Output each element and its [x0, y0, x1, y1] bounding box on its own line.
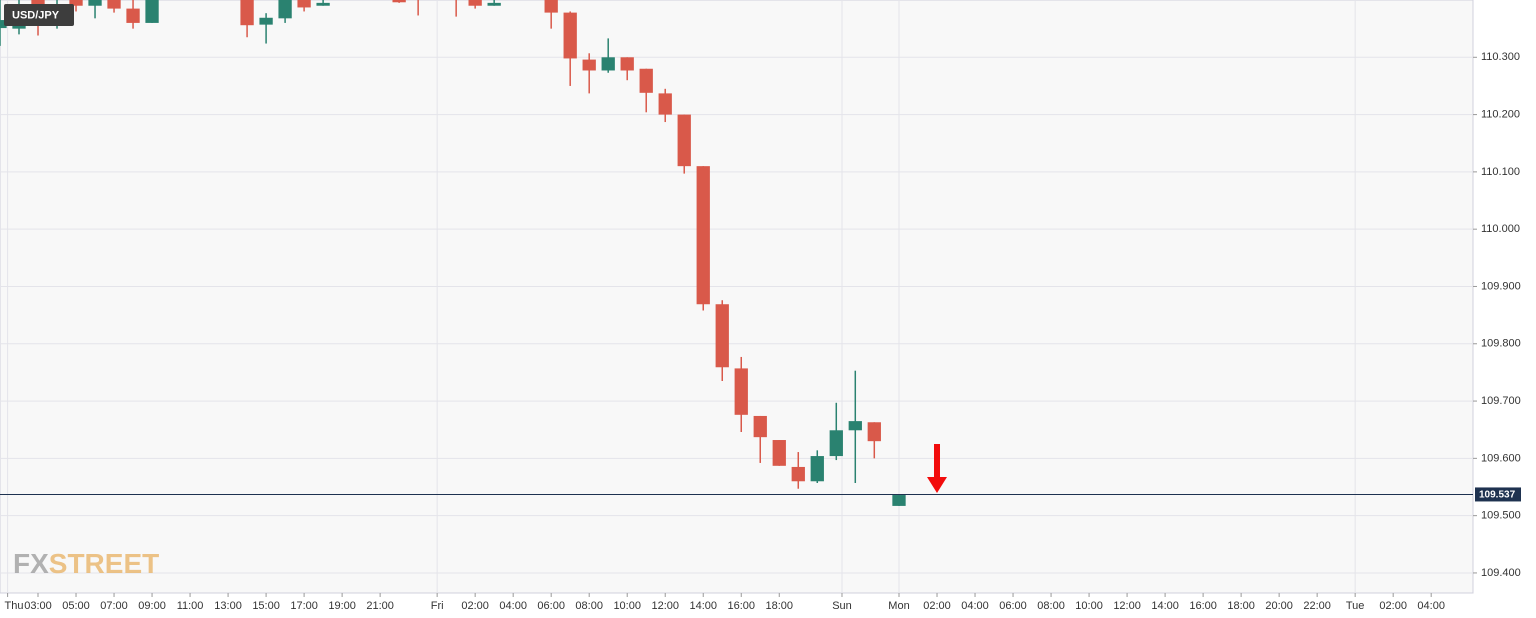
candle-body — [848, 421, 862, 431]
candle-body — [0, 20, 7, 29]
y-tick-label: 109.900 — [1481, 280, 1521, 292]
x-tick-label: 18:00 — [1227, 600, 1255, 612]
candle-body — [892, 495, 906, 506]
candle-body — [715, 304, 729, 368]
candle-body — [487, 2, 501, 6]
title-badge — [4, 4, 74, 26]
y-tick-label: 110.300 — [1481, 51, 1520, 63]
y-tick-label: 109.500 — [1481, 510, 1521, 522]
x-tick-label: 14:00 — [1151, 600, 1179, 612]
candle-body — [316, 2, 330, 6]
candle-body — [639, 68, 653, 93]
x-tick-label: 20:00 — [1265, 600, 1293, 612]
x-tick-label: 13:00 — [214, 600, 242, 612]
y-tick-label: 109.800 — [1481, 338, 1521, 350]
x-tick-label: 19:00 — [328, 600, 356, 612]
watermark-street: STREET — [49, 548, 159, 579]
candle-body — [772, 440, 786, 466]
arrow — [927, 444, 947, 493]
candle-body — [677, 114, 691, 167]
y-tick-label: 109.400 — [1481, 567, 1521, 579]
candle-body — [753, 415, 767, 438]
candle-body — [297, 0, 311, 8]
x-tick-label: 04:00 — [1417, 600, 1445, 612]
x-tick-label: 10:00 — [1075, 600, 1103, 612]
candle-body — [791, 466, 805, 482]
watermark-fx: FX — [13, 548, 49, 579]
x-tick-label: 02:00 — [1379, 600, 1407, 612]
watermark: FXSTREET — [13, 548, 159, 579]
y-tick-label: 110.100 — [1481, 166, 1520, 178]
candle-body — [563, 12, 577, 59]
candle-body — [88, 0, 102, 6]
x-tick-label: 16:00 — [727, 600, 755, 612]
x-tick-label: 04:00 — [961, 600, 989, 612]
x-tick-label: 11:00 — [177, 600, 204, 612]
last-price-label: 109.537 — [1479, 490, 1516, 501]
candle-body — [69, 0, 83, 6]
x-tick-label: 03:00 — [24, 600, 52, 612]
x-tick-label: 14:00 — [689, 600, 717, 612]
x-tick-label: 02:00 — [923, 600, 951, 612]
x-tick-label: Sun — [832, 600, 852, 612]
candle-body — [278, 0, 292, 19]
candle-body — [601, 57, 615, 71]
candle-body — [829, 430, 843, 457]
x-tick-label: 18:00 — [765, 600, 793, 612]
candle-body — [240, 0, 254, 26]
x-tick-label: 06:00 — [537, 600, 565, 612]
x-tick-label: 17:00 — [290, 600, 318, 612]
candle-body — [810, 456, 824, 482]
x-tick-label: 15:00 — [252, 600, 280, 612]
x-tick-label: 08:00 — [1037, 600, 1065, 612]
candle-body — [107, 0, 121, 9]
x-tick-label: 12:00 — [1113, 600, 1141, 612]
x-tick-label: 09:00 — [138, 600, 166, 612]
candle-body — [126, 8, 140, 23]
x-tick-label: 04:00 — [499, 600, 527, 612]
x-tick-label: 08:00 — [575, 600, 603, 612]
chart-title: USD/JPY — [12, 9, 60, 21]
x-tick-label: 21:00 — [366, 600, 394, 612]
x-tick-label: 05:00 — [62, 600, 90, 612]
last-price-box — [1475, 487, 1521, 502]
candle-body — [582, 59, 596, 71]
x-tick-label: Tue — [1346, 600, 1365, 612]
candle-body — [620, 57, 634, 71]
y-tick-label: 110.000 — [1481, 223, 1520, 235]
candle-body — [468, 0, 482, 6]
x-tick-label: 10:00 — [613, 600, 641, 612]
x-tick-label: 02:00 — [461, 600, 489, 612]
candle-body — [734, 368, 748, 415]
plot-area — [0, 0, 1474, 594]
candle-body — [696, 166, 710, 305]
candle-body — [259, 17, 273, 25]
candle-body — [544, 0, 558, 13]
x-tick-label: 07:00 — [100, 600, 128, 612]
candle-body — [145, 0, 159, 23]
x-tick-label: 22:00 — [1303, 600, 1331, 612]
y-tick-label: 109.600 — [1481, 452, 1521, 464]
candle-body — [392, 0, 406, 3]
y-tick-label: 110.200 — [1481, 108, 1520, 120]
x-tick-label: 06:00 — [999, 600, 1027, 612]
y-tick-label: 109.700 — [1481, 395, 1521, 407]
x-tick-label: Fri — [431, 600, 444, 612]
x-tick-label: Mon — [888, 600, 909, 612]
x-tick-label: 12:00 — [651, 600, 679, 612]
x-tick-label: 16:00 — [1189, 600, 1217, 612]
candle-body — [867, 422, 881, 442]
x-tick-label: Thu — [5, 600, 24, 612]
candle-body — [658, 93, 672, 115]
